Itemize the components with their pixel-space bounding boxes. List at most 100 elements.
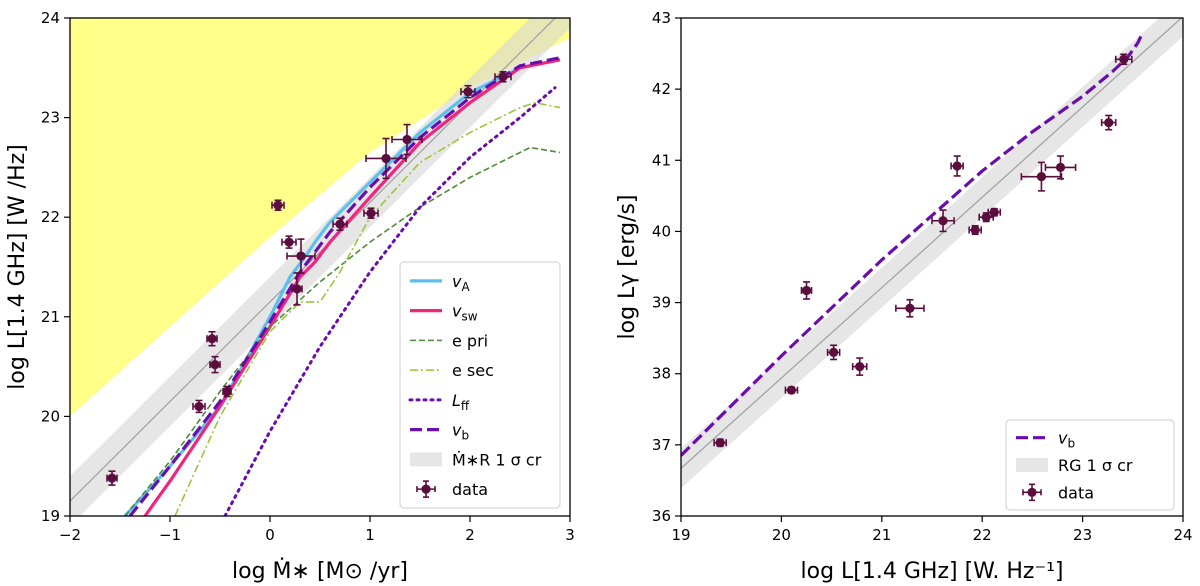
series-line-Lff [223,86,557,516]
legend-label: vb [1058,429,1075,451]
data-point [206,330,218,347]
legend-entry: e sec [410,361,494,380]
y-tick-label: 23 [41,109,60,127]
x-tick-label: −2 [59,526,81,544]
legend-data-marker [421,484,431,494]
legend-entry: vsw [410,302,478,324]
data-point [281,235,297,249]
x-tick-label: 1 [365,526,375,544]
data-point [931,209,955,233]
right-y-axis-label: log Lγ [erg/s] [615,195,640,340]
data-point [222,385,232,398]
legend-label: data [452,480,488,499]
data-point [365,137,407,180]
y-tick-label: 37 [652,436,671,454]
data-point [1020,161,1063,192]
data-point [1044,155,1077,180]
y-tick-label: 41 [652,151,671,169]
left-legend: vA vsw e pri e sec Lff vb Ṁ∗R 1 σ cr data [399,261,561,509]
y-tick-label: 38 [652,365,671,383]
x-tick-label: 20 [772,526,791,544]
x-tick-label: 23 [1073,526,1092,544]
series-line-vb [128,56,561,516]
y-tick-label: 39 [652,294,671,312]
right-legend: vb RG 1 σ cr data [1005,419,1175,511]
legend-entry: e pri [410,331,488,350]
x-tick-label: 0 [265,526,275,544]
x-tick-label: 19 [671,526,690,544]
x-tick-label: 21 [872,526,891,544]
legend-entry: vb [1016,429,1075,451]
y-tick-label: 19 [41,507,60,525]
data-point [1114,53,1133,66]
y-tick-label: 21 [41,308,60,326]
legend-label: data [1058,483,1094,502]
y-tick-label: 40 [652,222,671,240]
data-point [192,399,206,414]
series-line-e-pri [124,146,561,516]
data-point [713,438,727,448]
band-center-line [681,18,1183,469]
legend-box [399,261,561,509]
confidence-band [70,18,570,516]
left-y-axis-label: log L[1.4 GHz] [W /Hz] [5,144,30,389]
legend-data-marker [1027,487,1037,497]
legend-label: vsw [452,302,478,324]
x-tick-label: 2 [465,526,475,544]
legend-entry: vA [410,272,470,294]
x-tick-label: −1 [159,526,181,544]
series-line-e-sec [174,101,561,516]
right-x-axis-label: log L[1.4 GHz] [W. Hz⁻¹] [801,559,1064,584]
y-tick-label: 42 [652,80,671,98]
y-tick-label: 43 [652,9,671,27]
y-tick-label: 20 [41,407,60,425]
data-point [968,224,982,236]
y-tick-label: 22 [41,208,60,226]
y-tick-label: 36 [652,507,671,525]
left-x-axis-label: log Ṁ∗ [M⊙ /yr] [232,558,408,584]
legend-entry: vb [410,421,469,443]
right-plot-frame [680,17,1184,517]
data-point [800,281,813,300]
data-point [286,238,316,274]
x-tick-label: 3 [565,526,575,544]
legend-band-swatch [1016,458,1048,472]
data-point [391,123,423,156]
data-point [826,344,841,361]
data-point [363,207,379,219]
data-point [271,199,285,212]
data-point [950,155,964,177]
yellow-region [70,18,570,417]
legend-box [1005,419,1175,511]
series-line-vb [681,31,1145,457]
legend-label: vA [452,272,470,294]
data-point [895,298,925,318]
legend-entry: data [1022,483,1094,502]
x-tick-label: 22 [973,526,992,544]
data-point [987,207,1002,217]
legend-label: e pri [452,331,488,350]
legend-label: e sec [452,361,494,380]
data-point [209,355,221,374]
legend-entry: RG 1 σ cr [1016,456,1133,475]
data-point [1100,114,1117,131]
legend-label: Lff [452,391,470,413]
legend-label: vb [452,421,469,443]
left-plot-frame [69,17,571,517]
legend-entry: data [416,480,488,499]
legend-band-swatch [410,452,442,467]
right-panel: 19 20 21 22 23 24 36 37 38 39 40 41 42 43 log L[1.4 G… [615,9,1193,584]
confidence-band [681,18,1183,489]
legend-label: Ṁ∗R 1 σ cr [452,450,542,469]
data-point [332,217,348,231]
x-tick-label: 24 [1173,526,1192,544]
data-point [494,70,512,83]
legend-label: RG 1 σ cr [1058,456,1133,475]
data-point [460,84,476,99]
data-point [784,385,799,395]
legend-entry: Lff [408,391,470,413]
data-point [106,470,118,486]
series-line-vsw [143,58,561,516]
